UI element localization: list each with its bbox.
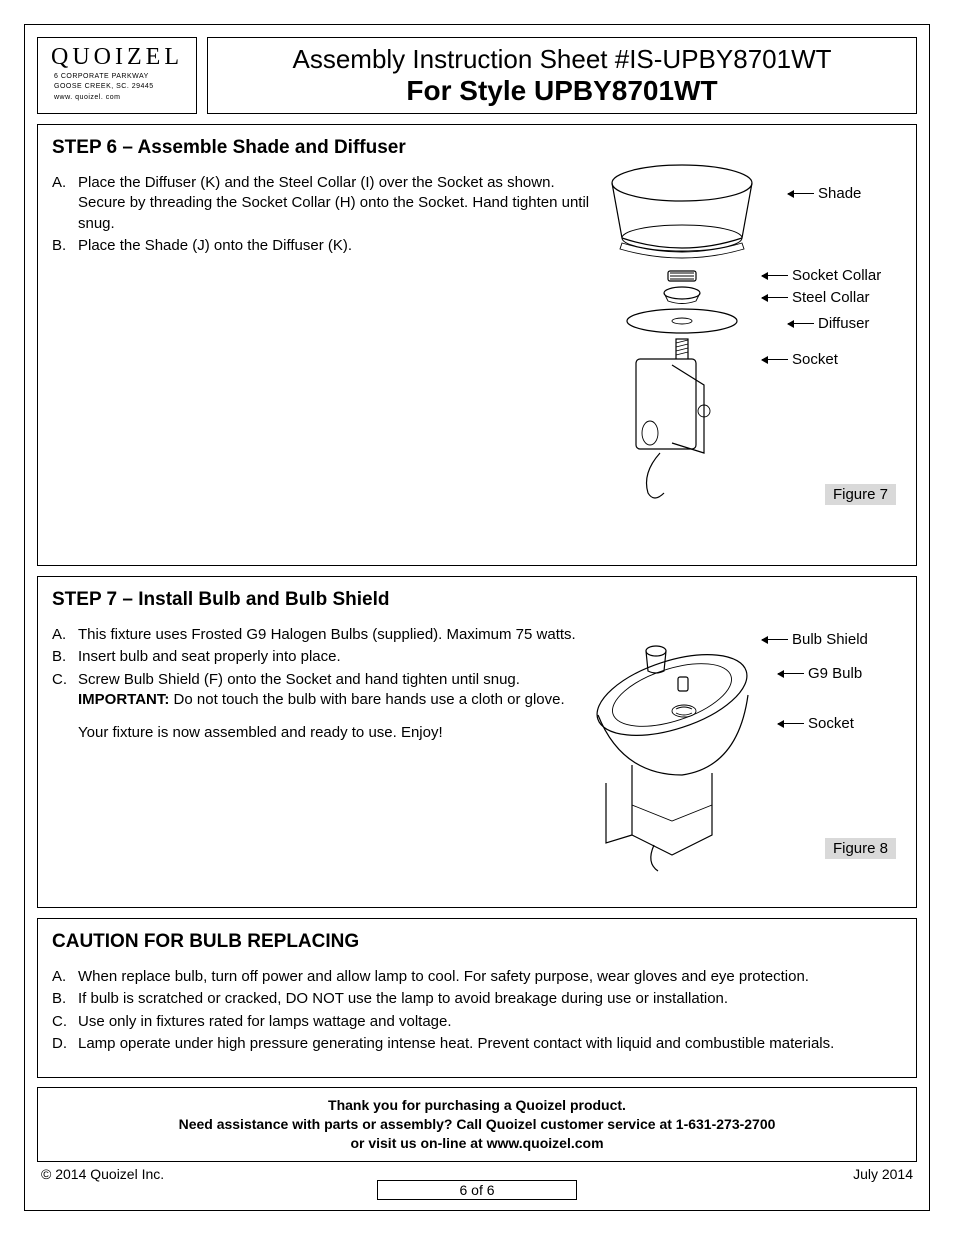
- brand-name: QUOIZEL: [48, 44, 186, 71]
- step7-closing: Your fixture is now assembled and ready …: [78, 724, 592, 741]
- bullet-c: C.: [52, 1012, 78, 1032]
- bullet-a: A.: [52, 173, 78, 234]
- figure7-svg: [572, 153, 832, 513]
- step7-a: This fixture uses Frosted G9 Halogen Bul…: [78, 625, 592, 645]
- bullet-a: A.: [52, 625, 78, 645]
- caution-c: Use only in fixtures rated for lamps wat…: [78, 1012, 902, 1032]
- bullet-b: B.: [52, 989, 78, 1009]
- page-frame: QUOIZEL 6 CORPORATE PARKWAY GOOSE CREEK,…: [24, 24, 930, 1211]
- logo-box: QUOIZEL 6 CORPORATE PARKWAY GOOSE CREEK,…: [37, 37, 197, 114]
- figure8-svg: [562, 615, 802, 875]
- step7-c: Screw Bulb Shield (F) onto the Socket an…: [78, 670, 592, 711]
- footer-page: 6 of 6: [377, 1180, 577, 1200]
- brand-addr1: 6 CORPORATE PARKWAY: [54, 73, 186, 81]
- bullet-c: C.: [52, 670, 78, 711]
- caution-box: CAUTION FOR BULB REPLACING A.When replac…: [37, 918, 917, 1078]
- step7-text: A.This fixture uses Frosted G9 Halogen B…: [52, 625, 592, 895]
- important-text: Do not touch the bulb with bare hands us…: [169, 691, 564, 708]
- label-g9-bulb: G9 Bulb: [778, 665, 862, 682]
- label-diffuser: Diffuser: [788, 315, 869, 332]
- step7-box: STEP 7 – Install Bulb and Bulb Shield A.…: [37, 576, 917, 908]
- thanks-box: Thank you for purchasing a Quoizel produ…: [37, 1087, 917, 1162]
- bullet-d: D.: [52, 1034, 78, 1054]
- footer-row: © 2014 Quoizel Inc. July 2014 6 of 6: [37, 1180, 917, 1200]
- bullet-a: A.: [52, 967, 78, 987]
- label-steel-collar: Steel Collar: [762, 289, 870, 306]
- label-bulb-shield: Bulb Shield: [762, 631, 868, 648]
- thanks-l1: Thank you for purchasing a Quoizel produ…: [48, 1096, 906, 1115]
- step6-b: Place the Shade (J) onto the Diffuser (K…: [78, 236, 592, 256]
- label-socket: Socket: [762, 351, 838, 368]
- figure8-col: Bulb Shield G9 Bulb Socket Figure 8: [602, 625, 902, 895]
- title-box: Assembly Instruction Sheet #IS-UPBY8701W…: [207, 37, 917, 114]
- label-socket-collar: Socket Collar: [762, 267, 881, 284]
- figure7-caption: Figure 7: [825, 484, 896, 505]
- title-line1: Assembly Instruction Sheet #IS-UPBY8701W…: [218, 44, 906, 75]
- footer-date: July 2014: [853, 1166, 913, 1182]
- caution-d: Lamp operate under high pressure generat…: [78, 1034, 902, 1054]
- bullet-b: B.: [52, 236, 78, 256]
- title-line2: For Style UPBY8701WT: [218, 75, 906, 107]
- figure7-col: Shade Socket Collar Steel Collar Diffuse…: [602, 173, 902, 553]
- caution-b: If bulb is scratched or cracked, DO NOT …: [78, 989, 902, 1009]
- bullet-b: B.: [52, 647, 78, 667]
- brand-addr3: www. quoizel. com: [54, 94, 186, 102]
- caution-a: When replace bulb, turn off power and al…: [78, 967, 902, 987]
- caution-heading: CAUTION FOR BULB REPLACING: [52, 931, 902, 953]
- important-label: IMPORTANT:: [78, 691, 169, 708]
- label-shade: Shade: [788, 185, 861, 202]
- step6-text: A.Place the Diffuser (K) and the Steel C…: [52, 173, 592, 553]
- thanks-l2: Need assistance with parts or assembly? …: [48, 1115, 906, 1134]
- step6-box: STEP 6 – Assemble Shade and Diffuser A.P…: [37, 124, 917, 566]
- step7-b: Insert bulb and seat properly into place…: [78, 647, 592, 667]
- step6-a: Place the Diffuser (K) and the Steel Col…: [78, 173, 592, 234]
- step7-heading: STEP 7 – Install Bulb and Bulb Shield: [52, 589, 902, 611]
- label-socket2: Socket: [778, 715, 854, 732]
- header-row: QUOIZEL 6 CORPORATE PARKWAY GOOSE CREEK,…: [37, 37, 917, 114]
- figure8-caption: Figure 8: [825, 838, 896, 859]
- footer-copyright: © 2014 Quoizel Inc.: [41, 1166, 164, 1182]
- brand-addr2: GOOSE CREEK, SC. 29445: [54, 83, 186, 91]
- thanks-l3: or visit us on-line at www.quoizel.com: [48, 1134, 906, 1153]
